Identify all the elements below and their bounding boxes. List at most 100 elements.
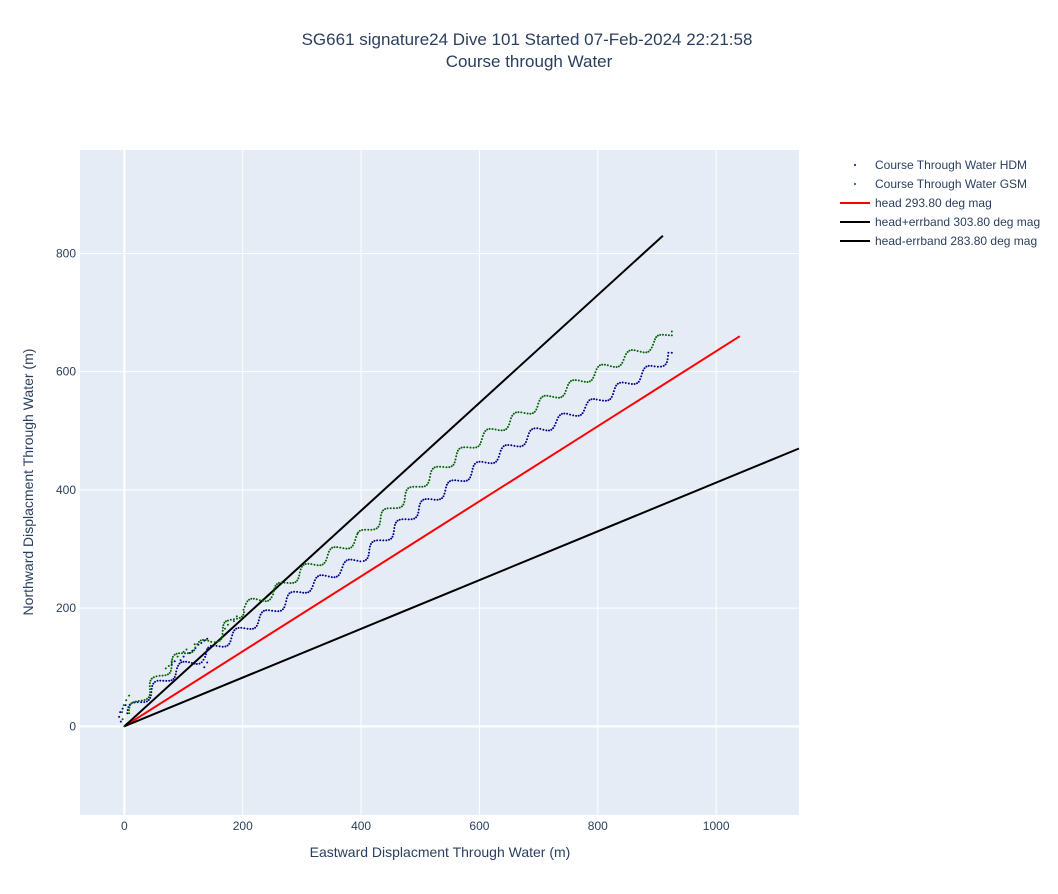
- data-point: [268, 609, 270, 612]
- data-point: [196, 643, 199, 646]
- data-point: [484, 461, 487, 464]
- data-point: [479, 443, 481, 446]
- legend-item[interactable]: head+errband 303.80 deg mag: [840, 215, 1040, 229]
- data-point: [286, 581, 289, 584]
- data-point: [348, 547, 351, 550]
- data-point: [221, 635, 224, 638]
- y-tick-label: 400: [56, 483, 76, 497]
- data-point: [279, 609, 282, 612]
- data-point: [572, 379, 575, 382]
- data-point: [598, 364, 601, 367]
- legend-item[interactable]: head-errband 283.80 deg mag: [840, 234, 1037, 248]
- data-point: [636, 350, 639, 352]
- data-point: [506, 426, 509, 428]
- data-point: [242, 608, 245, 611]
- data-point: [447, 481, 450, 484]
- data-point: [458, 447, 461, 450]
- data-point: [463, 480, 466, 483]
- data-point: [221, 626, 224, 629]
- data-point: [132, 701, 135, 704]
- data-point: [206, 661, 209, 664]
- data-point: [475, 446, 478, 449]
- data-point: [641, 372, 644, 375]
- data-point: [382, 509, 385, 512]
- data-point: [645, 351, 648, 354]
- data-point: [205, 650, 208, 653]
- data-point: [624, 381, 627, 384]
- data-point: [203, 666, 206, 669]
- data-point: [210, 640, 213, 643]
- data-point: [480, 438, 483, 441]
- data-point: [517, 411, 520, 414]
- data-point: [175, 652, 178, 655]
- data-point: [339, 546, 342, 549]
- data-point: [519, 445, 522, 448]
- data-point: [319, 564, 322, 567]
- data-point: [221, 645, 224, 648]
- data-point: [243, 611, 245, 614]
- data-point: [386, 507, 389, 510]
- data-point: [393, 524, 396, 526]
- data-point: [326, 553, 329, 556]
- legend-item[interactable]: head 293.80 deg mag: [840, 196, 992, 210]
- data-point: [497, 455, 500, 458]
- data-point: [216, 640, 219, 643]
- data-point: [230, 637, 233, 640]
- data-point: [389, 507, 392, 510]
- data-point: [232, 620, 235, 623]
- data-point: [313, 563, 316, 566]
- legend-item[interactable]: Course Through Water GSM: [854, 177, 1027, 191]
- data-point: [373, 528, 376, 531]
- data-point: [531, 412, 534, 415]
- data-point: [590, 379, 593, 381]
- data-point: [164, 667, 167, 670]
- data-point: [535, 408, 538, 411]
- series-line-4: [124, 447, 800, 728]
- legend-marker-swatch: [854, 183, 856, 185]
- data-point: [224, 645, 227, 648]
- data-point: [379, 517, 382, 520]
- data-point: [569, 413, 572, 416]
- data-point: [358, 529, 361, 532]
- data-point: [463, 446, 466, 449]
- data-point: [390, 537, 393, 540]
- data-point: [410, 518, 413, 521]
- data-point: [637, 380, 640, 383]
- data-point: [592, 376, 595, 379]
- data-point: [636, 382, 638, 385]
- data-point: [362, 560, 365, 562]
- data-point: [232, 631, 235, 634]
- data-point: [533, 410, 536, 413]
- data-point: [154, 680, 156, 683]
- data-point: [290, 591, 293, 594]
- data-point: [296, 579, 299, 582]
- data-point: [326, 556, 328, 559]
- legend-item[interactable]: Course Through Water HDM: [854, 158, 1027, 172]
- data-point: [128, 709, 130, 712]
- data-point: [664, 363, 667, 366]
- data-point: [235, 615, 238, 618]
- data-point: [252, 597, 255, 600]
- data-point: [368, 548, 371, 551]
- data-point: [164, 674, 167, 677]
- data-point: [577, 414, 580, 417]
- data-point: [382, 539, 385, 542]
- data-point: [593, 398, 595, 400]
- data-point: [619, 363, 622, 366]
- data-point: [149, 688, 151, 691]
- data-point: [202, 638, 204, 641]
- data-point: [652, 343, 654, 346]
- data-point: [555, 396, 558, 399]
- data-point: [442, 466, 445, 468]
- data-point: [621, 381, 624, 384]
- data-point: [503, 429, 506, 432]
- data-point: [256, 622, 259, 625]
- legend-label: head 293.80 deg mag: [875, 196, 992, 210]
- data-point: [333, 546, 336, 549]
- data-point: [416, 514, 419, 517]
- data-point: [173, 676, 176, 678]
- data-point: [510, 444, 513, 447]
- data-point: [204, 655, 207, 658]
- data-point: [403, 497, 406, 500]
- data-point: [342, 547, 345, 550]
